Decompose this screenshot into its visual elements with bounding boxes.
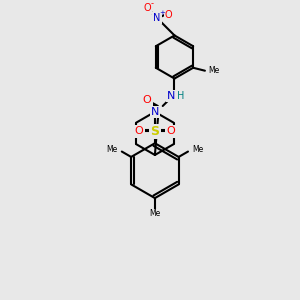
Text: Me: Me xyxy=(192,145,203,154)
Text: O: O xyxy=(166,127,175,136)
Text: Me: Me xyxy=(208,66,219,75)
Text: O: O xyxy=(165,10,172,20)
Text: -: - xyxy=(151,0,154,9)
Text: N: N xyxy=(153,13,161,23)
Text: N: N xyxy=(151,107,159,117)
Text: O: O xyxy=(143,3,151,13)
Text: H: H xyxy=(177,91,184,101)
Text: N: N xyxy=(167,91,176,101)
Text: O: O xyxy=(143,95,152,105)
Text: S: S xyxy=(150,125,159,138)
Text: Me: Me xyxy=(106,145,118,154)
Text: +: + xyxy=(159,10,165,16)
Text: Me: Me xyxy=(149,209,161,218)
Text: O: O xyxy=(135,127,144,136)
